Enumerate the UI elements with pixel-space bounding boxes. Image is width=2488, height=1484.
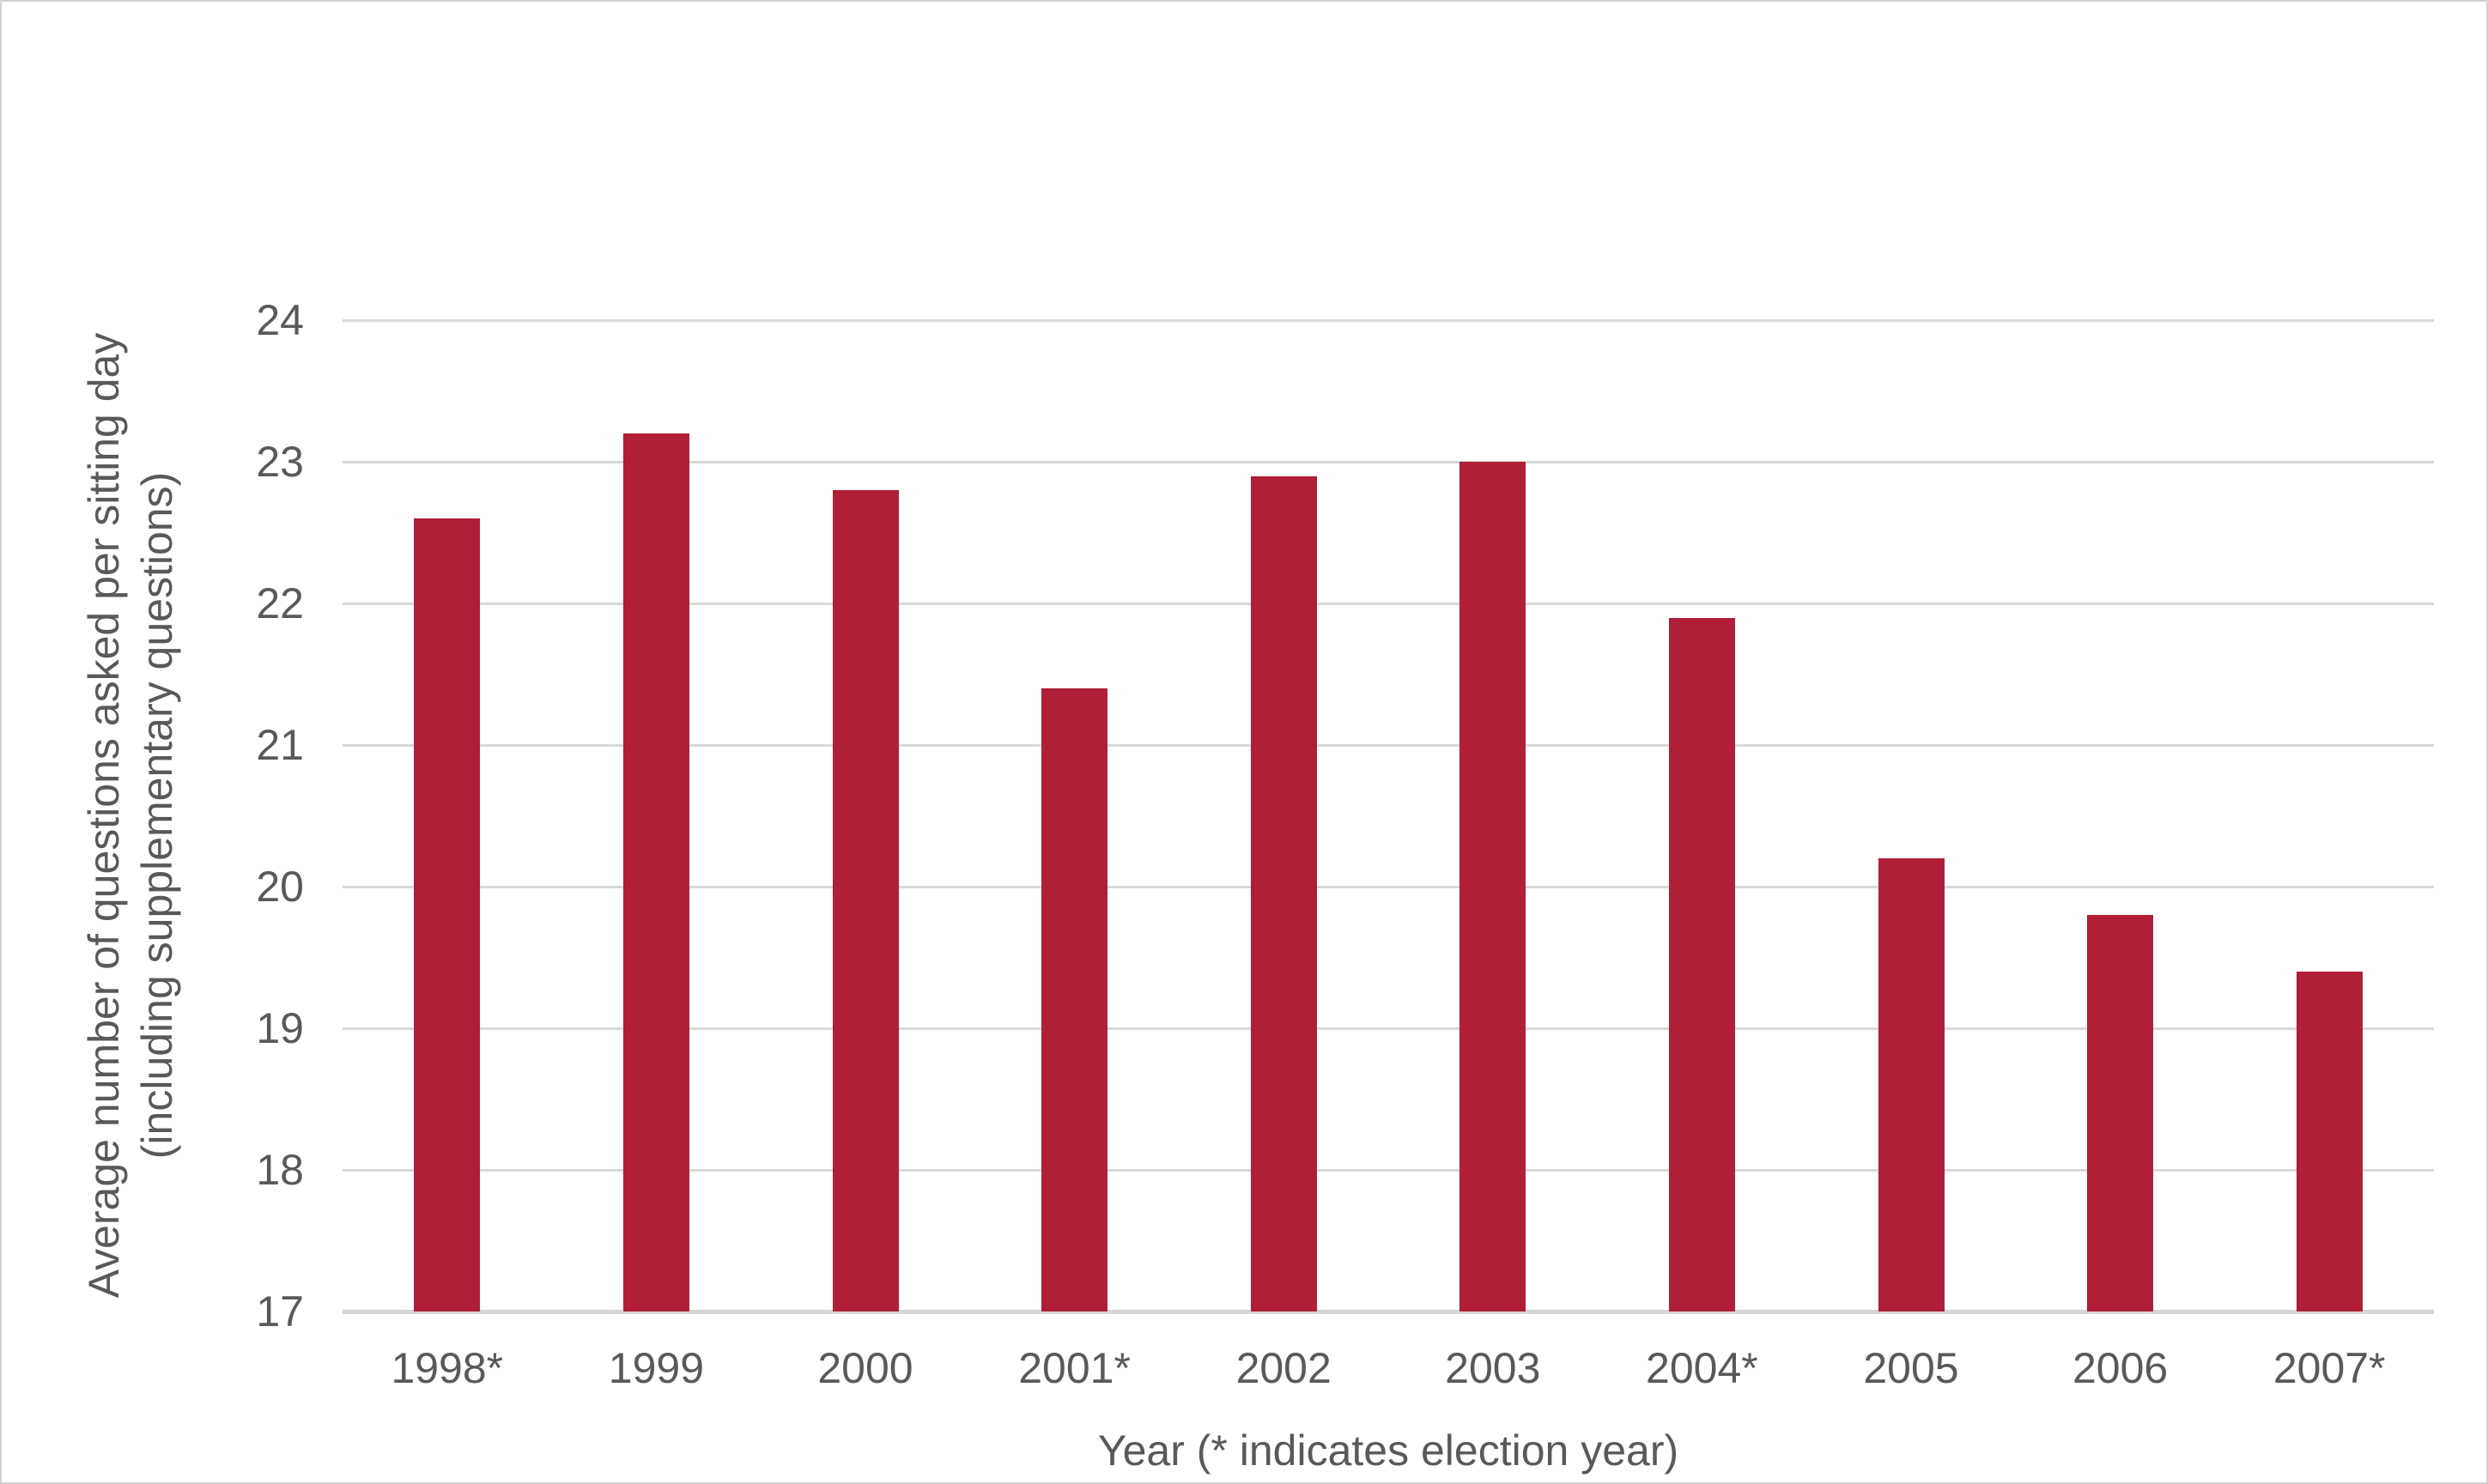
bar-2006: [2087, 915, 2154, 1311]
gridline: [343, 603, 2434, 605]
gridline: [343, 319, 2434, 322]
bar-2002: [1250, 475, 1317, 1311]
x-tick-label: 2005: [1863, 1344, 1959, 1392]
x-tick-label: 2006: [2072, 1344, 2169, 1392]
bar-1998: [414, 518, 481, 1311]
y-tick-label: 23: [256, 438, 304, 486]
gridline: [343, 744, 2434, 747]
gridline: [343, 886, 2434, 888]
bar-2005: [1878, 858, 1945, 1311]
y-tick-label: 21: [256, 721, 304, 769]
bar-2000: [832, 490, 899, 1311]
y-tick-label: 17: [256, 1287, 304, 1336]
x-tick-label: 1998*: [391, 1344, 504, 1392]
bar-2004: [1668, 617, 1735, 1311]
x-tick-label: 2007*: [2273, 1344, 2386, 1392]
y-tick-label: 20: [256, 863, 304, 911]
bar-2001: [1041, 688, 1108, 1311]
x-axis-title: Year (* indicates election year): [1097, 1426, 1679, 1475]
gridline: [343, 1169, 2434, 1172]
x-tick-label: 2002: [1235, 1344, 1332, 1392]
gridline: [343, 461, 2434, 463]
x-tick-label: 2004*: [1646, 1344, 1758, 1392]
y-tick-label: 24: [256, 296, 304, 344]
y-axis-title-line-1: Average number of questions asked per si…: [80, 332, 128, 1299]
y-tick-label: 22: [256, 579, 304, 627]
x-tick-label: 2003: [1445, 1344, 1541, 1392]
x-axis-baseline: [343, 1310, 2434, 1314]
bar-2003: [1459, 462, 1526, 1311]
gridline: [343, 1027, 2434, 1030]
x-tick-label: 2000: [817, 1344, 913, 1392]
x-tick-label: 1999: [608, 1344, 704, 1392]
y-tick-label: 18: [256, 1146, 304, 1194]
bar-2007: [2296, 972, 2363, 1311]
y-tick-label: 19: [256, 1004, 304, 1052]
bar-1999: [622, 433, 689, 1311]
x-tick-label: 2001*: [1018, 1344, 1131, 1392]
